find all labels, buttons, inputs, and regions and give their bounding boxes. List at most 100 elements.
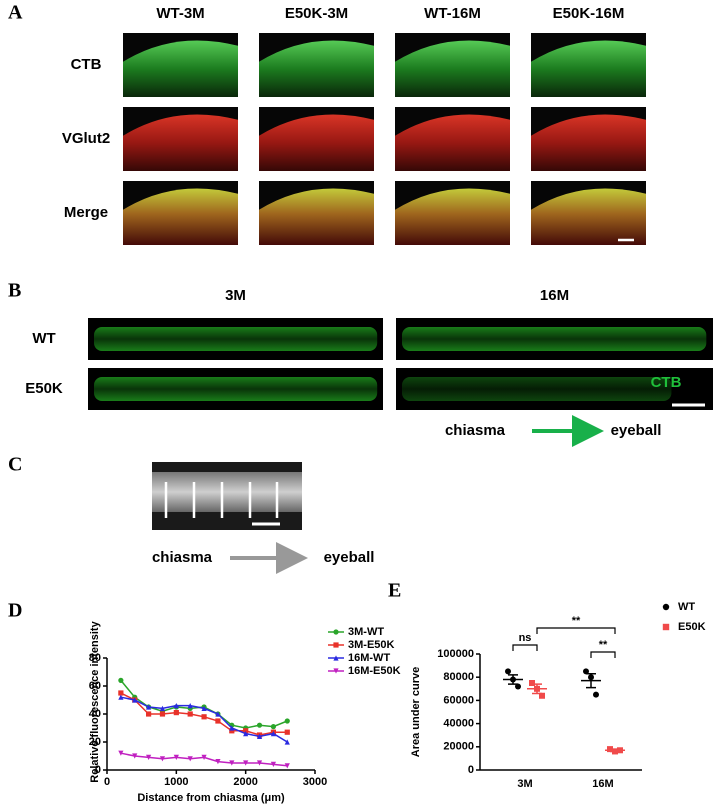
y-tick-label: 0 — [468, 764, 474, 776]
marker — [118, 690, 124, 696]
marker — [539, 692, 545, 699]
marker — [132, 697, 138, 703]
marker — [159, 705, 166, 711]
legend-marker — [662, 623, 670, 631]
marker — [146, 704, 152, 710]
marker — [270, 731, 276, 737]
marker — [229, 760, 235, 766]
column-header: E50K-3M — [285, 5, 348, 22]
tissue — [259, 40, 374, 97]
significance-label: ns — [519, 632, 532, 644]
direction-from: chiasma — [445, 422, 506, 439]
y-tick-label: 40000 — [443, 718, 474, 730]
marker — [593, 691, 599, 698]
marker — [173, 710, 179, 716]
y-tick-label: 20 — [89, 736, 101, 748]
legend-label: E50K — [678, 621, 706, 633]
error-bar — [532, 683, 542, 695]
x-tick-label: 3M — [517, 778, 532, 790]
marker — [146, 711, 152, 717]
marker — [505, 668, 511, 675]
legend-marker — [333, 629, 339, 635]
significance-label: ** — [599, 639, 608, 651]
legend-marker — [333, 668, 339, 674]
nerve — [402, 377, 672, 401]
tissue — [123, 188, 238, 245]
y-axis-label: Relative fluorescence intensity — [89, 620, 101, 782]
error-bar — [610, 748, 620, 753]
x-tick-label: 2000 — [233, 776, 257, 788]
marker — [132, 753, 138, 759]
marker — [284, 763, 290, 769]
direction-to: eyeball — [611, 422, 662, 439]
marker — [215, 759, 221, 765]
marker — [215, 711, 221, 717]
stain-label: CTB — [651, 374, 682, 391]
marker — [256, 733, 263, 739]
tissue — [531, 40, 646, 97]
marker — [187, 711, 193, 717]
marker — [229, 725, 235, 731]
tissue — [395, 40, 510, 97]
x-tick-label: 3000 — [303, 776, 327, 788]
significance-bracket — [590, 651, 616, 658]
marker — [201, 754, 207, 760]
legend-label: 16M-WT — [348, 652, 390, 664]
error-bar — [508, 674, 518, 685]
significance-label: ** — [572, 615, 581, 627]
nerve — [94, 327, 378, 351]
marker — [146, 754, 152, 760]
column-header: WT-16M — [424, 5, 481, 22]
tissue — [531, 114, 646, 171]
marker — [215, 718, 221, 724]
marker — [270, 761, 276, 767]
marker — [284, 718, 290, 724]
marker — [583, 668, 589, 675]
marker — [201, 714, 207, 720]
marker — [243, 728, 249, 734]
panel-label: C — [8, 454, 22, 476]
column-header: WT-3M — [156, 5, 204, 22]
tissue — [395, 188, 510, 245]
marker — [201, 705, 207, 711]
marker — [118, 750, 124, 756]
y-tick-label: 80 — [89, 652, 101, 664]
panel-label: A — [8, 2, 23, 24]
x-axis-label: Distance from chiasma (μm) — [137, 792, 285, 804]
error-bar — [586, 672, 596, 689]
x-tick-label: 16M — [592, 778, 613, 790]
marker — [173, 703, 179, 709]
tissue — [123, 40, 238, 97]
direction-from: chiasma — [152, 549, 213, 566]
marker — [173, 754, 179, 760]
y-tick-label: 0 — [95, 764, 101, 776]
series-line — [120, 692, 288, 736]
row-label: Merge — [64, 204, 108, 221]
marker — [256, 722, 263, 728]
marker — [529, 680, 535, 686]
series-line — [120, 696, 288, 743]
tissue — [259, 188, 374, 245]
tissue — [259, 114, 374, 171]
legend-marker — [333, 642, 339, 648]
panel-label: E — [388, 580, 401, 602]
marker — [515, 683, 521, 690]
panel-label: B — [8, 280, 21, 302]
y-tick-label: 20000 — [443, 741, 474, 753]
marker — [118, 677, 124, 684]
legend-marker — [333, 655, 339, 661]
legend-label: WT — [678, 601, 695, 613]
marker — [284, 739, 290, 745]
row-label: WT — [32, 330, 55, 347]
marker — [159, 756, 166, 762]
row-label: VGlut2 — [62, 130, 110, 147]
legend-label: 3M-WT — [348, 626, 384, 638]
column-header: 16M — [540, 287, 569, 304]
marker — [243, 760, 249, 766]
legend-label: 16M-E50K — [348, 665, 401, 677]
row-label: CTB — [71, 56, 102, 73]
y-tick-label: 60000 — [443, 694, 474, 706]
x-tick-label: 0 — [104, 776, 110, 788]
x-tick-label: 1000 — [164, 776, 188, 788]
